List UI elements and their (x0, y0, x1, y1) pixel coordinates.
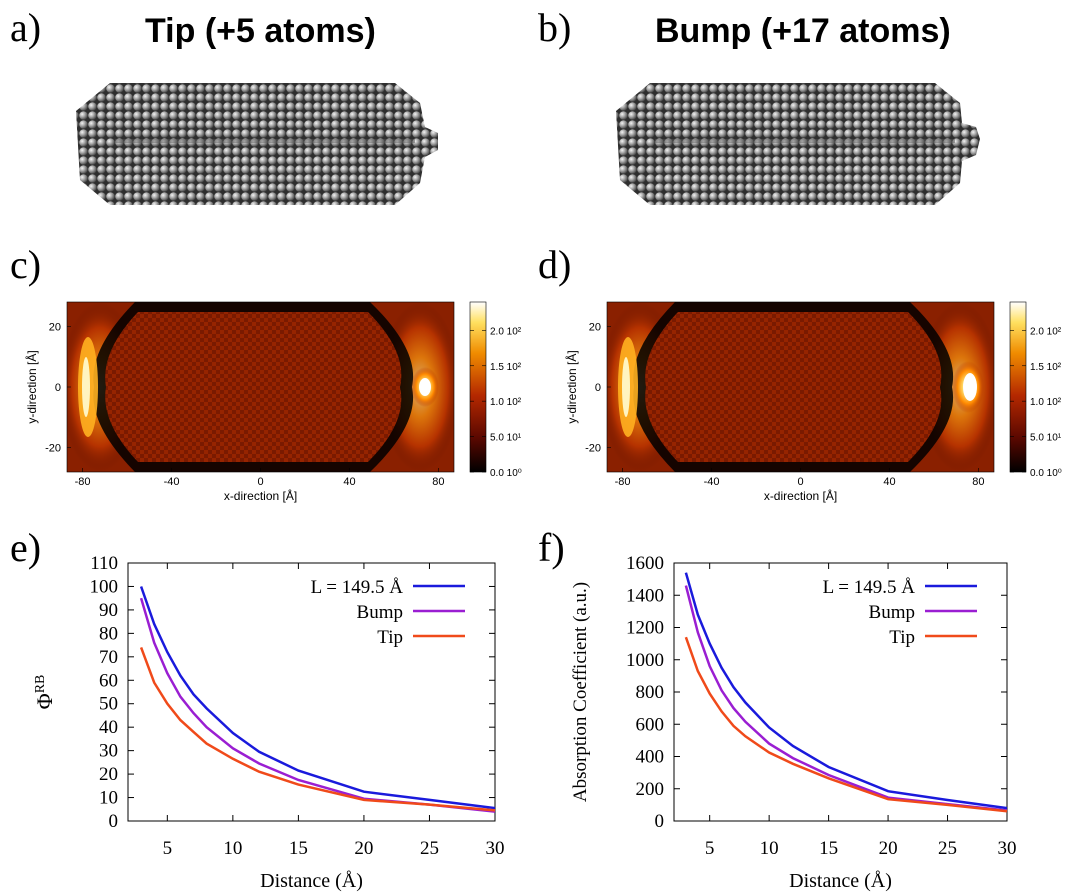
y-tick-label: 90 (99, 600, 118, 621)
x-tick-label: 30 (486, 838, 505, 859)
y-tick-label: 20 (589, 321, 601, 333)
line-chart-e: 5 10 15 20 25 300102030405060708090100110Dist… (32, 553, 505, 892)
series-line-bump (684, 585, 1008, 812)
y-tick-label: 400 (636, 747, 665, 768)
panel-label-d: d) (538, 242, 572, 287)
panel-label-a: a) (10, 5, 42, 50)
y-tick-label: 30 (99, 741, 118, 762)
y-axis-label: y-direction [Å] (564, 350, 579, 423)
x-axis-label: Distance (Å) (789, 870, 892, 892)
y-tick-label: 10 (99, 788, 118, 809)
y-tick-label: 1600 (626, 553, 664, 574)
legend-label: L = 149.5 Å (311, 577, 404, 598)
colorbar-tick-label: 5.0 10¹ (490, 433, 522, 444)
series-line-tip (684, 636, 1008, 813)
x-tick-label: 10 (223, 838, 242, 859)
legend-label: Tip (377, 627, 403, 648)
panel-title-a: Tip (+5 atoms) (145, 12, 376, 50)
panel-label-b: b) (538, 5, 572, 50)
colorbar-tick-label: 5.0 10¹ (1030, 433, 1062, 444)
y-tick-label: 40 (99, 717, 118, 738)
colorbar-tick-label: 0.0 10⁰ (490, 468, 522, 479)
panel-label-c: c) (10, 242, 42, 287)
panel-label-f: f) (538, 525, 565, 570)
y-tick-label: 20 (49, 321, 61, 333)
colorbar-tick-label: 2.0 10² (490, 326, 522, 337)
colorbar-tick-label: 1.5 10² (1030, 362, 1062, 373)
line-chart-f: 5 10 15 20 25 30 0 200 400 600 800 1000 1200 1400 1600… (570, 553, 1017, 892)
colorbar-tick-label: 2.0 10² (1030, 326, 1062, 337)
y-tick-label: 20 (99, 764, 118, 785)
colorbar-tick-label: 0.0 10⁰ (1030, 468, 1062, 479)
x-tick-label: 0 (257, 476, 263, 488)
y-tick-label: 70 (99, 647, 118, 668)
panel-title-b: Bump (+17 atoms) (655, 12, 951, 50)
legend-label: Bump (869, 602, 915, 623)
heatmap-chart-d: -80 -40 0 40 80 20 0 -20 x-direction [Å] y-direct… (564, 301, 1062, 503)
colorbar-tick-label: 1.0 10² (1030, 397, 1062, 408)
x-tick-label: 25 (938, 838, 957, 859)
colorbar-tick-label: 1.5 10² (490, 362, 522, 373)
y-axis-label: y-direction [Å] (24, 350, 39, 423)
series-line-bump (139, 597, 496, 813)
y-tick-label: 200 (636, 779, 665, 800)
x-tick-label: 15 (819, 838, 838, 859)
y-tick-label: 0 (109, 811, 119, 832)
x-tick-label: 20 (354, 838, 373, 859)
y-axis-label: Absorption Coefficient (a.u.) (570, 582, 591, 802)
x-tick-label: -40 (164, 476, 180, 488)
x-tick-label: 40 (343, 476, 355, 488)
y-tick-label: 80 (99, 623, 118, 644)
legend-label: L = 149.5 Å (823, 577, 916, 598)
colorbar-d (1009, 301, 1027, 473)
y-tick-label: 0 (655, 811, 665, 832)
x-tick-label: 5 (705, 838, 715, 859)
x-tick-label: 5 (163, 838, 173, 859)
colorbar-tick-label: 1.0 10² (490, 397, 522, 408)
x-tick-label: 25 (420, 838, 439, 859)
x-tick-label: -80 (615, 476, 631, 488)
x-tick-label: 30 (998, 838, 1017, 859)
x-axis-label: x-direction [Å] (224, 488, 297, 503)
colorbar-c (469, 301, 487, 473)
y-tick-label: 1200 (626, 618, 664, 639)
y-tick-label: 1000 (626, 650, 664, 671)
nanorod-bump-image (616, 83, 980, 205)
x-tick-label: 0 (797, 476, 803, 488)
y-axis-label: ΦRB (32, 675, 57, 710)
x-tick-label: -40 (704, 476, 720, 488)
y-tick-label: 800 (636, 682, 665, 703)
x-tick-label: -80 (75, 476, 91, 488)
legend-label: Tip (889, 627, 915, 648)
x-axis-label: x-direction [Å] (764, 488, 837, 503)
panel-label-e: e) (10, 525, 42, 570)
y-tick-label: 60 (99, 670, 118, 691)
y-tick-label: 50 (99, 694, 118, 715)
y-tick-label: 110 (90, 553, 118, 574)
y-tick-label: 1400 (626, 585, 664, 606)
x-tick-label: 20 (879, 838, 898, 859)
series-line-L (684, 572, 1008, 810)
x-tick-label: 80 (432, 476, 444, 488)
y-tick-label: 100 (90, 576, 119, 597)
y-tick-label: 600 (636, 714, 665, 735)
x-axis-label: Distance (Å) (260, 870, 363, 892)
y-tick-label: 0 (595, 382, 601, 394)
heatmap-chart-c: -80 -40 0 40 80 20 0 -20 x-direction [Å] y-direct… (24, 301, 522, 503)
y-axis-label-symbol: Φ (32, 693, 57, 709)
y-tick-label: 0 (55, 382, 61, 394)
series-line-tip (139, 646, 496, 812)
legend-label: Bump (357, 602, 403, 623)
plot-frame (127, 562, 496, 822)
x-tick-label: 10 (760, 838, 779, 859)
series-line-L (139, 586, 496, 810)
y-tick-label: -20 (585, 443, 601, 455)
x-tick-label: 15 (289, 838, 308, 859)
x-tick-label: 80 (972, 476, 984, 488)
y-axis-label-superscript: RB (33, 675, 48, 694)
nanorod-tip-image (76, 83, 438, 205)
y-tick-label: -20 (45, 443, 61, 455)
x-tick-label: 40 (883, 476, 895, 488)
